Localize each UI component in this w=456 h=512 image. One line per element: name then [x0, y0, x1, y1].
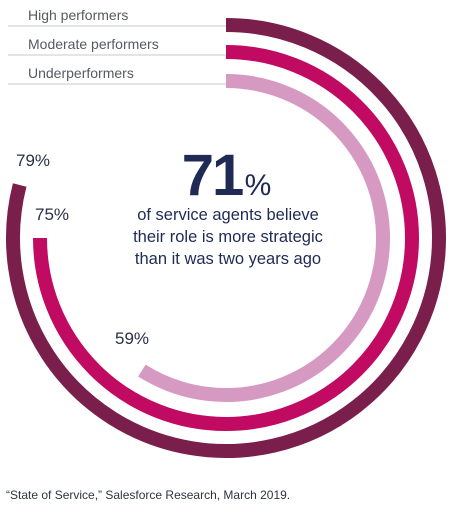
legend-label-underperformers: Underperformers: [28, 65, 134, 81]
value-label-high-performers: 79%: [16, 151, 50, 170]
legend: High performers Moderate performers Underp…: [8, 7, 226, 85]
center-text-line-2: their role is more strategic: [133, 228, 323, 246]
source-note: “State of Service,” Salesforce Research,…: [6, 488, 291, 502]
center-value: 71: [182, 143, 243, 208]
value-label-underperformers: 59%: [115, 329, 149, 348]
legend-label-high-performers: High performers: [28, 7, 128, 23]
legend-label-moderate-performers: Moderate performers: [28, 36, 159, 52]
value-label-moderate-performers: 75%: [35, 205, 69, 224]
ring-bar-underperformers: [138, 74, 390, 402]
center-text-line-3: than it was two years ago: [135, 250, 321, 268]
ring-bar-moderate-performers: [33, 45, 419, 431]
ring-bars: [6, 18, 446, 458]
center-text-line-1: of service agents believe: [137, 206, 319, 224]
center-unit: %: [245, 169, 272, 202]
percent-labels: 79% 75% 59%: [16, 151, 149, 348]
center-stat: 71 % of service agents believe their rol…: [133, 143, 323, 268]
ring-bar-high-performers: [6, 18, 446, 458]
